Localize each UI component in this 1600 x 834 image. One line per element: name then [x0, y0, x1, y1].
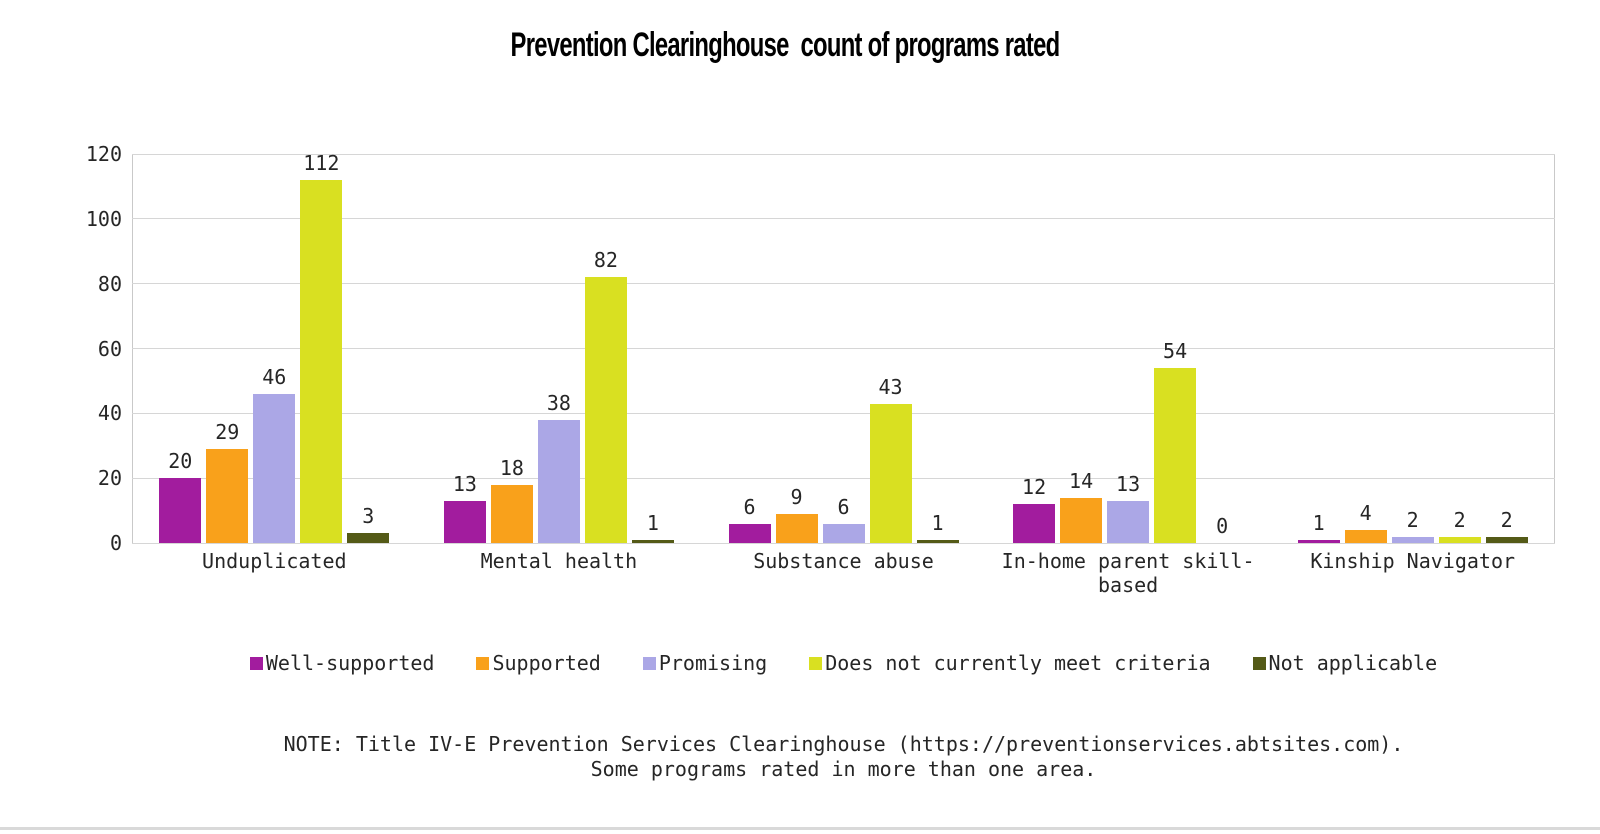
bar-value-label: 20 — [168, 449, 193, 473]
bar-well-supported-mental-health — [443, 501, 486, 543]
bar-promising-kinship-navigator — [1391, 537, 1434, 543]
bar-not-applicable-mental-health — [631, 540, 674, 543]
x-axis-category-label: Mental health — [480, 549, 638, 573]
bar-value-label: 0 — [1216, 514, 1229, 538]
bar-supported-kinship-navigator — [1344, 530, 1387, 543]
legend-label: Well-supported — [265, 651, 435, 675]
bar-value-label: 6 — [743, 495, 756, 519]
bar-value-label: 82 — [593, 248, 618, 272]
x-axis-category-label: Kinship Navigator — [1310, 549, 1516, 573]
y-axis-tick-label: 120 — [85, 142, 122, 166]
gridline-y-100 — [132, 218, 1555, 220]
legend-label: Does not currently meet criteria — [825, 651, 1211, 675]
chart-title: Prevention Clearinghouse count of progra… — [510, 26, 1061, 64]
x-axis-category-label: Unduplicated — [202, 549, 347, 573]
x-axis-category-label: In-home parent skill-based — [1001, 549, 1255, 597]
legend-item-promising: Promising — [642, 651, 768, 675]
bar-value-label: 2 — [1500, 508, 1513, 532]
bar-not-applicable-kinship-navigator — [1485, 537, 1528, 543]
bar-value-label: 13 — [1116, 472, 1141, 496]
y-axis-tick-label: 80 — [97, 271, 122, 296]
gridline-y-60 — [132, 348, 1555, 349]
y-axis-tick-label: 0 — [109, 531, 122, 555]
bar-not-applicable-substance-abuse — [916, 540, 959, 543]
bar-promising-mental-health — [537, 420, 580, 543]
legend-item-well-supported: Well-supported — [249, 651, 435, 675]
bar-value-label: 1 — [1312, 511, 1325, 535]
bar-supported-mental-health — [490, 485, 533, 543]
bar-promising-in-home-parent-skill-based — [1107, 501, 1150, 543]
bar-value-label: 43 — [878, 375, 903, 399]
legend-swatch-icon — [1252, 656, 1266, 670]
bar-value-label: 29 — [215, 420, 240, 444]
gridline-y-40 — [132, 412, 1555, 414]
note-line-2: Some programs rated in more than one are… — [590, 757, 1097, 781]
gridline-y-20 — [132, 477, 1555, 479]
gridline-y-120 — [132, 153, 1555, 155]
legend: Well-supported Supported Promising Does not… — [132, 652, 1555, 674]
legend-item-does-not-currently-meet-criteria: Does not currently meet criteria — [809, 651, 1211, 675]
bar-value-label: 12 — [1022, 475, 1047, 499]
bar-value-label: 2 — [1453, 508, 1466, 532]
bar-not-applicable-unduplicated — [347, 533, 390, 543]
bar-does-not-currently-meet-criteria-substance-abuse — [869, 404, 912, 543]
y-axis-tick-label: 100 — [85, 206, 122, 231]
bar-promising-unduplicated — [253, 394, 296, 543]
y-axis-tick-label: 20 — [97, 466, 122, 491]
gridline-y-80 — [132, 283, 1555, 285]
legend-label: Promising — [658, 651, 768, 675]
x-axis-category-label: Substance abuse — [753, 549, 934, 573]
gridline-y-0 — [132, 542, 1555, 544]
bar-does-not-currently-meet-criteria-in-home-parent-skill-based — [1154, 368, 1197, 543]
bar-value-label: 38 — [546, 391, 571, 415]
bar-value-label: 14 — [1069, 469, 1094, 493]
bar-value-label: 18 — [499, 456, 524, 480]
bar-value-label: 13 — [452, 472, 477, 496]
bar-value-label: 4 — [1359, 501, 1372, 525]
bar-value-label: 46 — [262, 365, 287, 389]
note-line-1: NOTE: Title IV-E Prevention Services Cle… — [283, 732, 1404, 756]
bar-value-label: 6 — [837, 495, 850, 519]
plot-area — [132, 153, 1555, 544]
bar-value-label: 3 — [362, 504, 375, 528]
legend-label: Supported — [492, 651, 601, 675]
bar-supported-in-home-parent-skill-based — [1060, 498, 1103, 543]
legend-swatch-icon — [809, 656, 823, 670]
bar-value-label: 112 — [303, 151, 340, 175]
bar-does-not-currently-meet-criteria-kinship-navigator — [1438, 537, 1481, 543]
bar-value-label: 9 — [790, 485, 803, 509]
legend-swatch-icon — [476, 656, 490, 670]
y-axis-tick-label: 60 — [97, 336, 122, 361]
legend-item-not-applicable: Not applicable — [1252, 651, 1438, 675]
legend-swatch-icon — [249, 656, 263, 670]
bar-supported-substance-abuse — [775, 514, 818, 543]
bar-well-supported-kinship-navigator — [1297, 540, 1340, 543]
bar-value-label: 2 — [1406, 508, 1419, 532]
bar-value-label: 54 — [1163, 339, 1188, 363]
legend-item-supported: Supported — [476, 651, 601, 675]
note-block: NOTE: Title IV-E Prevention Services Cle… — [132, 732, 1555, 782]
bar-well-supported-in-home-parent-skill-based — [1013, 504, 1056, 543]
bar-well-supported-unduplicated — [159, 478, 202, 543]
bar-promising-substance-abuse — [822, 524, 865, 543]
bar-well-supported-substance-abuse — [728, 524, 771, 543]
bar-does-not-currently-meet-criteria-mental-health — [584, 277, 627, 543]
bar-value-label: 1 — [931, 511, 944, 535]
bar-supported-unduplicated — [206, 449, 249, 543]
legend-swatch-icon — [642, 656, 656, 670]
bar-value-label: 1 — [646, 511, 659, 535]
y-axis-tick-label: 40 — [97, 401, 122, 426]
bottom-divider — [0, 827, 1600, 830]
legend-label: Not applicable — [1268, 651, 1438, 675]
bar-does-not-currently-meet-criteria-unduplicated — [300, 180, 343, 543]
